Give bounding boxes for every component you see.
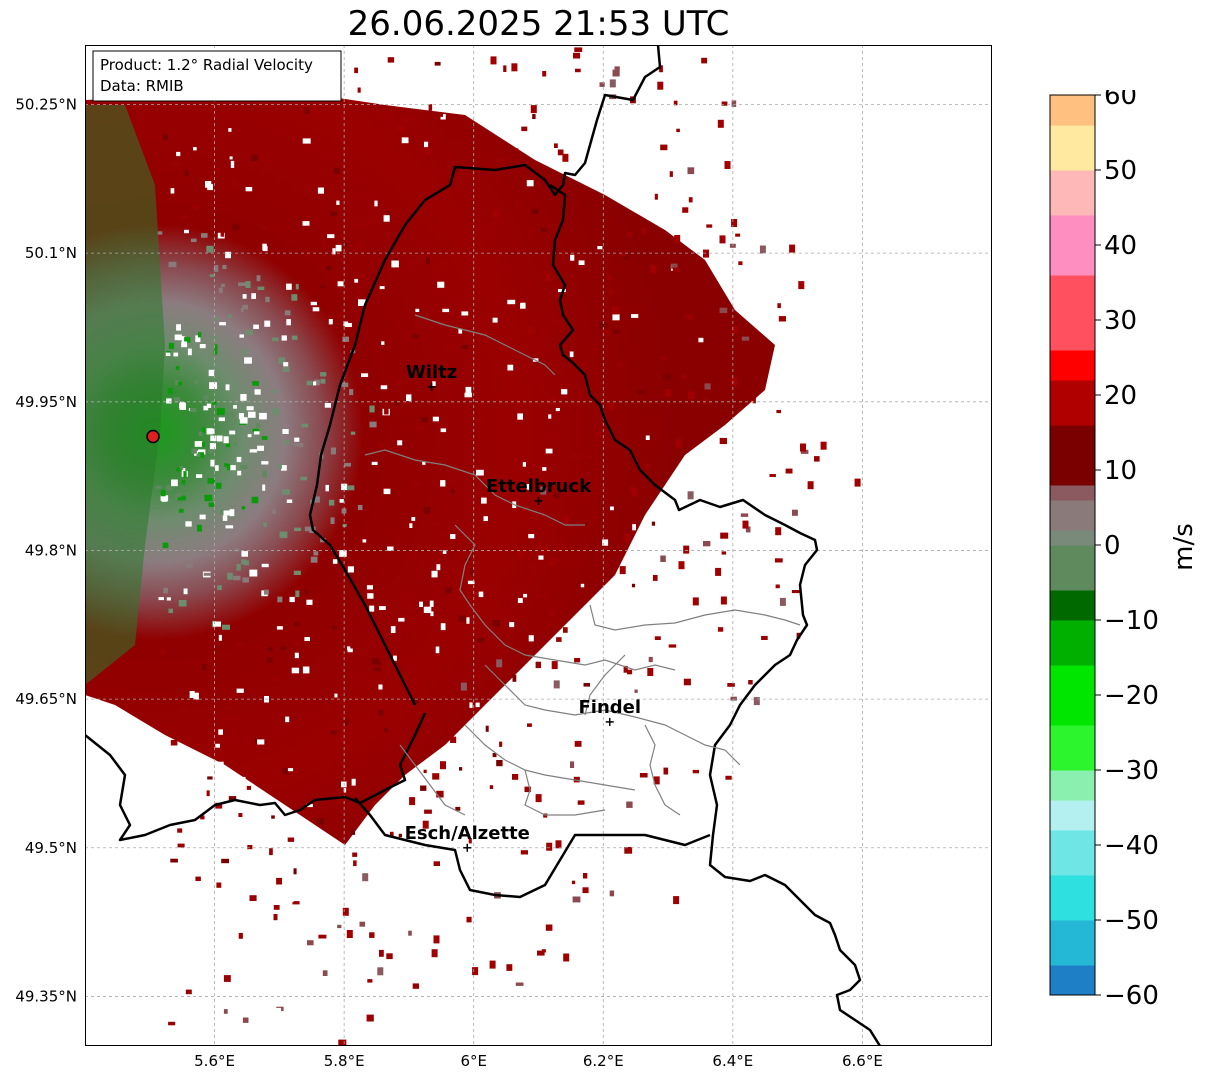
colorbar-segment (1050, 425, 1095, 486)
colorbar-segment (1050, 485, 1095, 501)
lat-tick-label: 49.65°N (15, 690, 77, 708)
lat-tick-label: 49.5°N (25, 839, 77, 857)
lon-tick-label: 5.8°E (324, 1052, 365, 1070)
colorbar-segment (1050, 95, 1095, 126)
canton-boundaries (364, 314, 801, 816)
colorbar-segment (1050, 620, 1095, 666)
map-frame (85, 45, 992, 1046)
colorbar-segment (1050, 875, 1095, 921)
echo-speckles (155, 47, 861, 1046)
colorbar-segment (1050, 920, 1095, 966)
colorbar-tick-label: 30 (1104, 306, 1137, 336)
radar-map: Wiltz Ettelbruck Findel Esch/Alzette Produc… (85, 45, 992, 1046)
colorbar-segment (1050, 380, 1095, 426)
velocity-colorbar: 60 50 40 30 20 10 0 −10 −20 −30 −40 −50 −60 m/s (1049, 90, 1199, 1005)
city-markers: Wiltz Ettelbruck Findel Esch/Alzette (405, 362, 641, 852)
colorbar-tick-label: 20 (1104, 381, 1137, 411)
colorbar-tick-label: 60 (1104, 90, 1137, 111)
country-borders (85, 45, 882, 1046)
colorbar-tick-label: 0 (1104, 531, 1121, 561)
colorbar-segment (1050, 125, 1095, 171)
colorbar-tick-label: −20 (1104, 681, 1159, 711)
lat-tick-label: 49.8°N (25, 541, 77, 559)
colorbar-segment (1050, 770, 1095, 801)
city-label: Findel (578, 697, 641, 718)
data-source-label: Data: RMIB (100, 77, 184, 95)
colorbar-tick-label: −60 (1104, 981, 1159, 1005)
colorbar-segment (1050, 830, 1095, 876)
lon-tick-label: 5.6°E (194, 1052, 235, 1070)
colorbar-segment (1050, 545, 1095, 591)
colorbar-tick-label: 50 (1104, 156, 1137, 186)
colorbar-tick-label: −30 (1104, 756, 1159, 786)
colorbar-segment (1050, 170, 1095, 216)
colorbar-segment (1050, 215, 1095, 276)
map-title: 26.06.2025 21:53 UTC (347, 4, 730, 44)
product-info-box: Product: 1.2° Radial Velocity Data: RMIB (92, 50, 342, 102)
colorbar-tick-label: −40 (1104, 831, 1159, 861)
colorbar-segment (1050, 590, 1095, 621)
colorbar-segment (1050, 500, 1095, 531)
colorbar-segment (1050, 725, 1095, 771)
colorbar-tick-label: 10 (1104, 456, 1137, 486)
lat-tick-label: 49.95°N (15, 393, 77, 411)
city-marker: Findel (578, 697, 641, 726)
lat-tick-label: 49.35°N (15, 987, 77, 1005)
colorbar-tick-label: 40 (1104, 231, 1137, 261)
lon-tick-label: 6°E (460, 1052, 487, 1070)
colorbar-segment (1050, 665, 1095, 726)
city-label: Wiltz (406, 362, 457, 383)
radar-site-marker (146, 429, 160, 444)
lat-tick-label: 50.1°N (25, 244, 77, 262)
product-label: Product: 1.2° Radial Velocity (100, 56, 313, 74)
colorbar-segment (1050, 530, 1095, 546)
colorbar-segment (1050, 275, 1095, 351)
lat-tick-label: 50.25°N (15, 95, 77, 113)
city-marker: Esch/Alzette (405, 823, 530, 852)
lon-tick-label: 6.4°E (712, 1052, 753, 1070)
lon-tick-label: 6.2°E (583, 1052, 624, 1070)
colorbar-tick-label: −10 (1104, 606, 1159, 636)
city-marker: Wiltz (406, 362, 457, 391)
city-marker: Ettelbruck (486, 476, 592, 505)
colorbar-tick-label: −50 (1104, 906, 1159, 936)
city-label: Ettelbruck (486, 476, 592, 497)
colorbar-unit-label: m/s (1169, 523, 1199, 571)
colorbar-segment (1050, 800, 1095, 831)
lon-tick-label: 6.6°E (842, 1052, 883, 1070)
colorbar-segment (1050, 350, 1095, 381)
radar-echo-field (85, 47, 861, 1046)
colorbar-segment (1050, 965, 1095, 996)
city-label: Esch/Alzette (405, 823, 530, 844)
